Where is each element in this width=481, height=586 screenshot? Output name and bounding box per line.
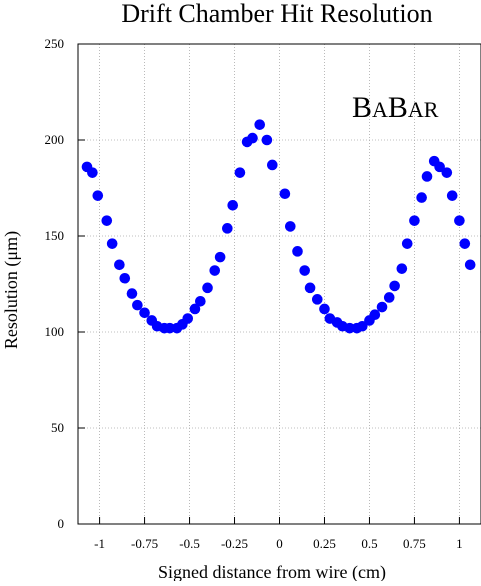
x-tick-label: 1: [456, 536, 463, 551]
data-point: [421, 171, 433, 182]
x-tick-label: 0: [276, 536, 283, 551]
y-tick-label: 200: [45, 132, 65, 147]
data-point: [214, 251, 226, 263]
data-point: [261, 134, 273, 146]
data-point: [434, 161, 445, 173]
x-tick-label: 0.5: [361, 536, 377, 551]
svg-text:BABAR: BABAR: [352, 91, 439, 124]
data-point: [247, 132, 258, 144]
data-point: [383, 292, 395, 303]
data-point: [284, 221, 296, 232]
data-point: [396, 263, 408, 274]
data-point: [376, 301, 388, 313]
data-point: [311, 294, 323, 305]
x-axis-label: Signed distance from wire (cm): [158, 562, 386, 581]
babar-badge: BABAR: [352, 91, 439, 124]
data-point: [416, 192, 427, 203]
data-point: [446, 190, 458, 201]
axis-ticks: -1 -0.75 -0.5 -0.25 0 0.25 0.5 0.75 1 0 50 100 150 20…: [45, 36, 463, 551]
data-point: [139, 307, 150, 319]
grid-lines: [78, 44, 481, 524]
data-point: [126, 288, 138, 299]
x-tick-label: -1: [94, 536, 105, 551]
data-point: [369, 309, 381, 321]
y-axis-label: Resolution (μm): [1, 231, 22, 349]
babar-a: A: [372, 97, 388, 122]
y-tick-label: 250: [45, 36, 65, 51]
y-tick-label: 150: [45, 228, 65, 243]
data-point: [409, 215, 420, 226]
y-tick-label: 0: [58, 516, 65, 531]
data-point: [292, 246, 303, 257]
data-point: [182, 313, 194, 324]
data-point: [254, 119, 266, 130]
data-point: [441, 167, 453, 178]
data-point: [267, 159, 278, 171]
data-point: [119, 272, 131, 284]
data-point: [464, 259, 476, 271]
data-point: [234, 167, 246, 178]
babar-b1: B: [352, 91, 372, 124]
x-tick-label: -0.5: [179, 536, 200, 551]
babar-b2: B: [388, 91, 408, 124]
data-point: [459, 238, 471, 249]
data-point: [92, 190, 104, 201]
y-tick-label: 100: [45, 324, 65, 339]
data-point: [389, 280, 400, 292]
data-point: [87, 167, 98, 178]
chart-title: Drift Chamber Hit Resolution: [121, 0, 432, 28]
data-point: [195, 295, 206, 307]
x-tick-label: 0.25: [313, 536, 336, 551]
data-point: [222, 223, 233, 234]
data-point: [356, 320, 368, 332]
data-point: [299, 265, 310, 276]
data-point: [279, 188, 291, 200]
data-point: [132, 299, 143, 311]
data-point: [189, 303, 201, 315]
data-point: [454, 215, 465, 226]
data-point: [319, 303, 330, 315]
babar-ar: AR: [408, 97, 439, 122]
y-tick-label: 50: [51, 420, 64, 435]
data-point: [114, 259, 125, 271]
data-points: [81, 119, 476, 334]
x-tick-label: -0.75: [131, 536, 158, 551]
x-tick-label: 0.75: [403, 536, 426, 551]
data-point: [304, 282, 316, 294]
data-point: [227, 199, 239, 211]
data-point: [106, 238, 118, 249]
data-point: [101, 215, 113, 226]
data-point: [202, 282, 213, 294]
data-point: [401, 238, 413, 249]
x-tick-label: -0.25: [221, 536, 248, 551]
data-point: [209, 265, 221, 276]
